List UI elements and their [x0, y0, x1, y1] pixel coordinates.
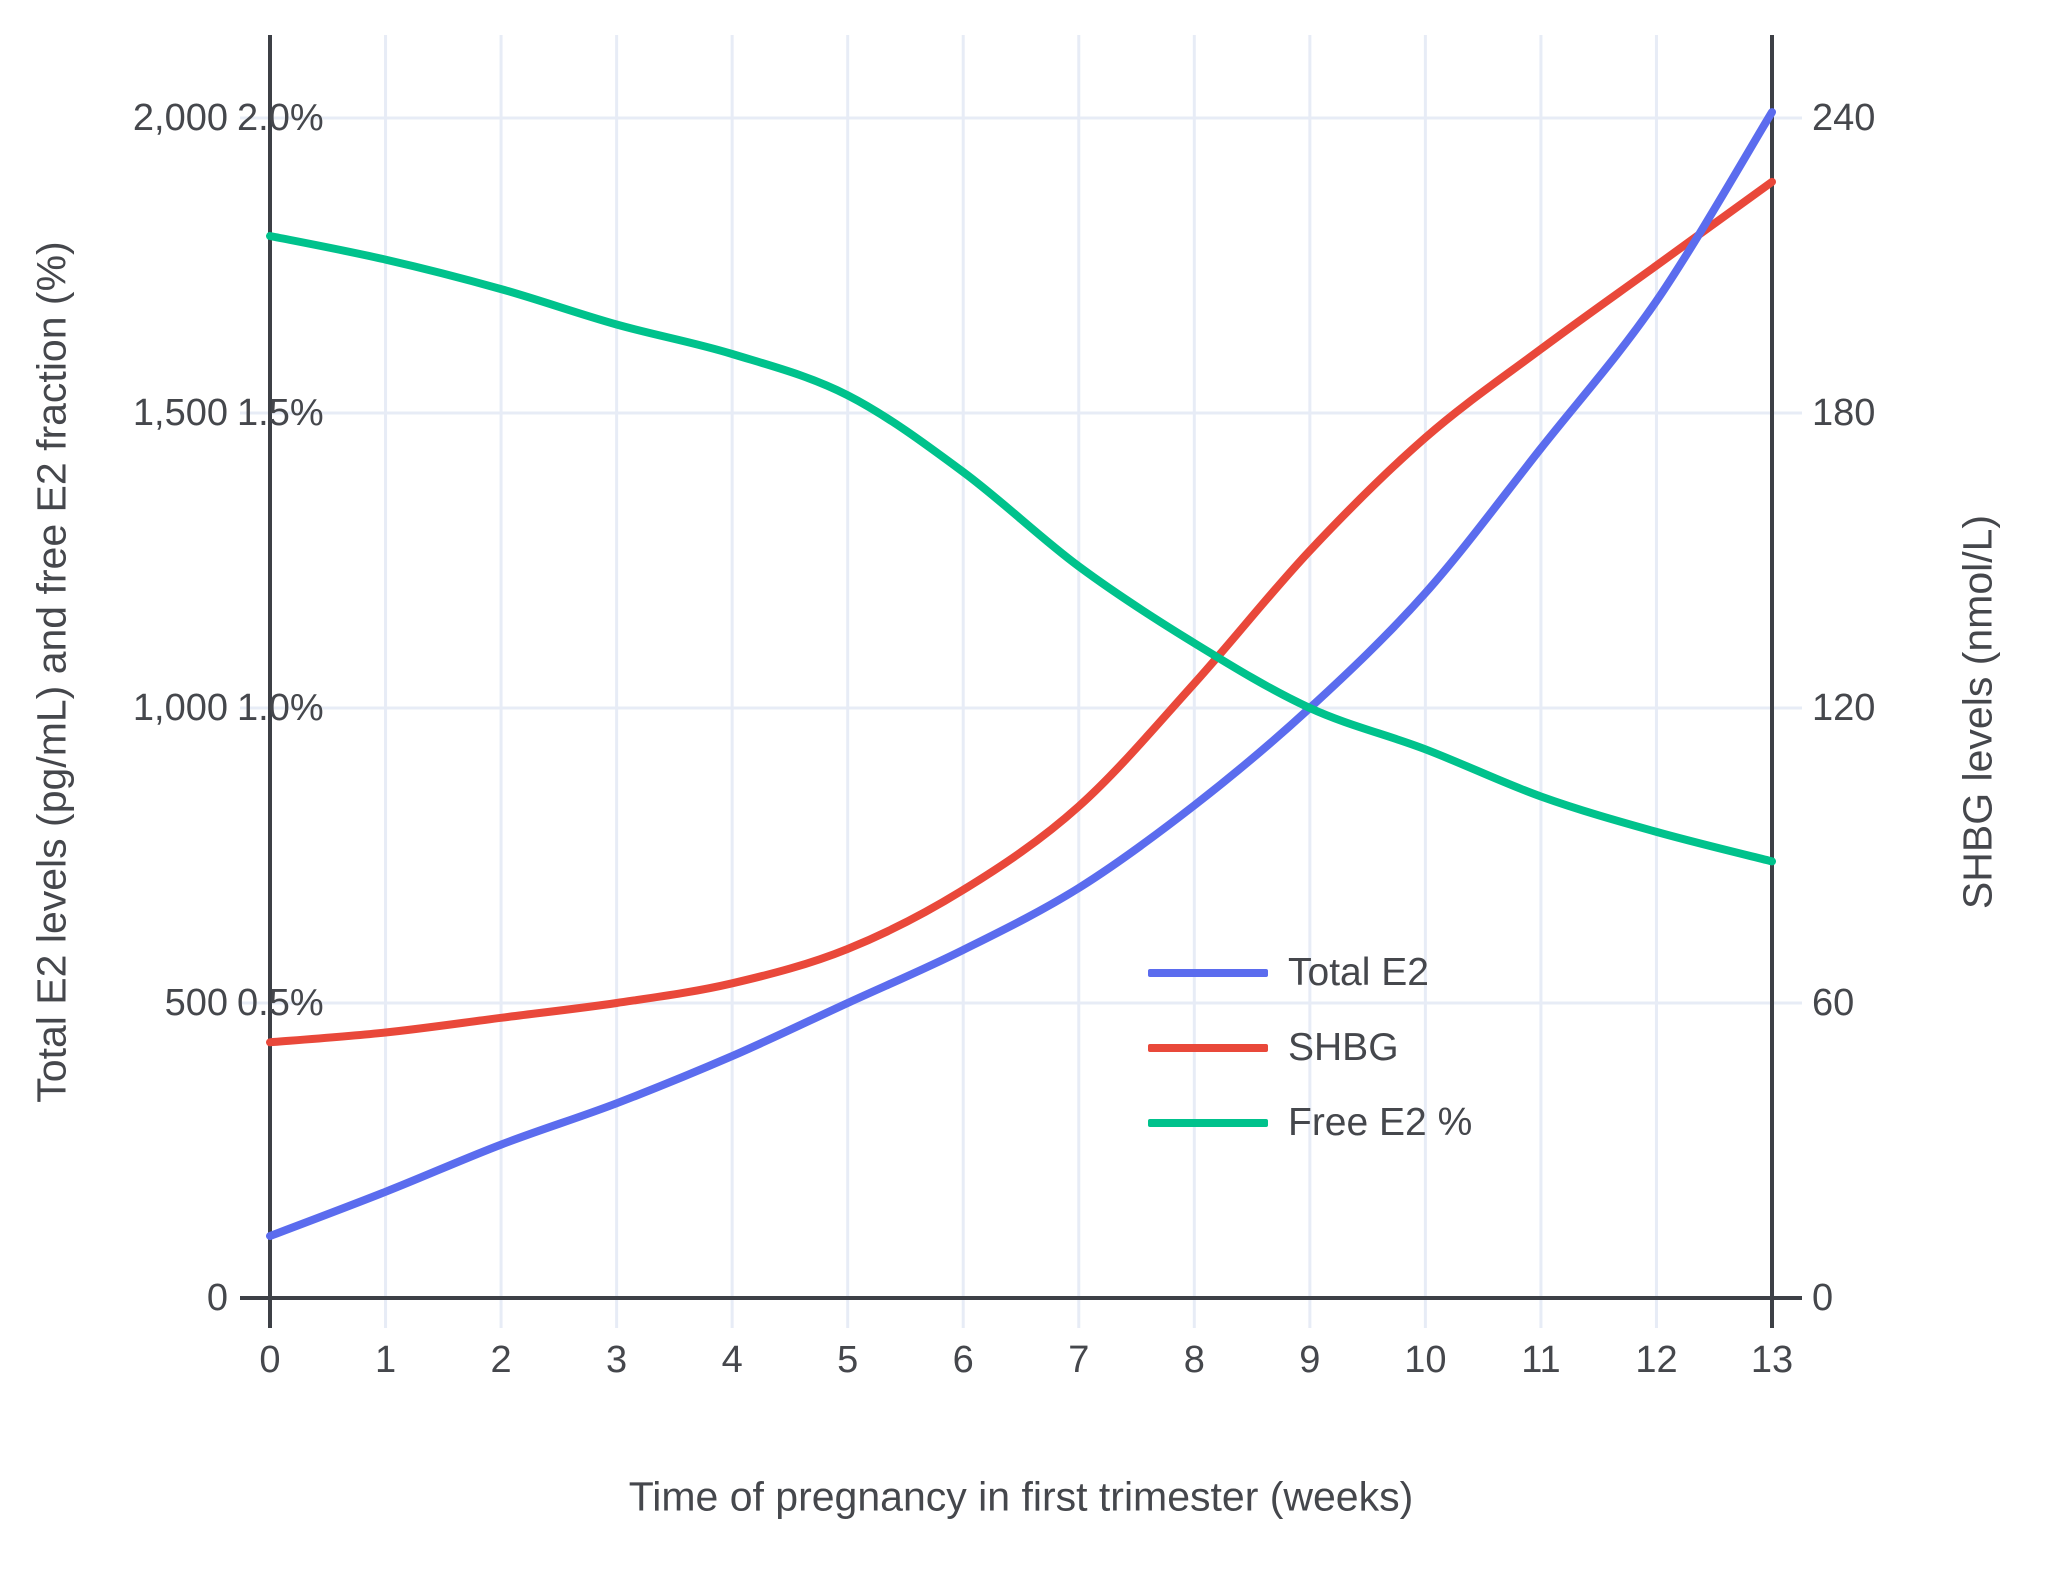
free-e2-curve: [266, 232, 1776, 866]
y-left-tick-label: 0: [206, 1277, 228, 1319]
y-right-tick-label: 0: [1812, 1277, 1834, 1319]
x-tick-label: 13: [1750, 1339, 1794, 1381]
y-right-tick-label: 120: [1812, 687, 1876, 729]
x-tick-label: 9: [1299, 1339, 1321, 1381]
x-tick-label: 7: [1068, 1339, 1090, 1381]
legend-label-free-e2: Free E2 %: [1288, 1101, 1473, 1144]
legend-label-total-e2: Total E2: [1288, 951, 1429, 994]
y-left-tick-label: 1,000: [132, 687, 228, 729]
x-tick-label: 11: [1521, 1339, 1561, 1381]
x-tick-label: 3: [606, 1339, 628, 1381]
right-y-axis-title: SHBG levels (nmol/L): [1954, 514, 2001, 910]
left-y-axis-title: Total E2 levels (pg/mL) and free E2 frac…: [28, 241, 75, 1103]
x-tick-label: 2: [490, 1339, 512, 1381]
legend-item-shbg[interactable]: SHBG: [1148, 1013, 1399, 1083]
shbg-curve: [266, 177, 1776, 1047]
y-left-tick-label: 500: [164, 982, 228, 1024]
y-right-tick-label: 180: [1812, 392, 1876, 434]
total-e2-curve: [266, 108, 1776, 1240]
free-e2-percent-tick-label: 1.0%: [237, 687, 324, 729]
shbg-line-swatch: [1148, 1044, 1268, 1052]
y-right-tick-label: 60: [1812, 982, 1855, 1024]
x-tick-label: 1: [374, 1339, 397, 1381]
x-tick-label: 8: [1183, 1339, 1205, 1381]
free-e2-percent-tick-label: 2.0%: [237, 97, 324, 139]
legend-label-shbg: SHBG: [1288, 1026, 1399, 1069]
x-axis-title: Time of pregnancy in first trimester (we…: [628, 1473, 1414, 1520]
legend-item-free-e2[interactable]: Free E2 %: [1148, 1088, 1472, 1158]
free-e2-percent-tick-label: 0.5%: [237, 982, 324, 1024]
y-left-tick-label: 1,500: [132, 392, 228, 434]
free-e2-line-swatch: [1148, 1119, 1268, 1127]
total-e2-line-swatch: [1148, 969, 1268, 977]
x-tick-label: 4: [721, 1339, 743, 1381]
y-right-tick-label: 240: [1812, 97, 1876, 139]
x-tick-label: 5: [837, 1339, 859, 1381]
x-tick-label: 6: [952, 1339, 974, 1381]
x-tick-label: 12: [1635, 1339, 1678, 1381]
x-tick-label: 10: [1404, 1339, 1447, 1381]
y-left-tick-label: 2,000: [132, 97, 228, 139]
legend-item-total-e2[interactable]: Total E2: [1148, 938, 1429, 1008]
free-e2-percent-tick-label: 1.5%: [237, 392, 324, 434]
x-tick-label: 0: [259, 1339, 281, 1381]
